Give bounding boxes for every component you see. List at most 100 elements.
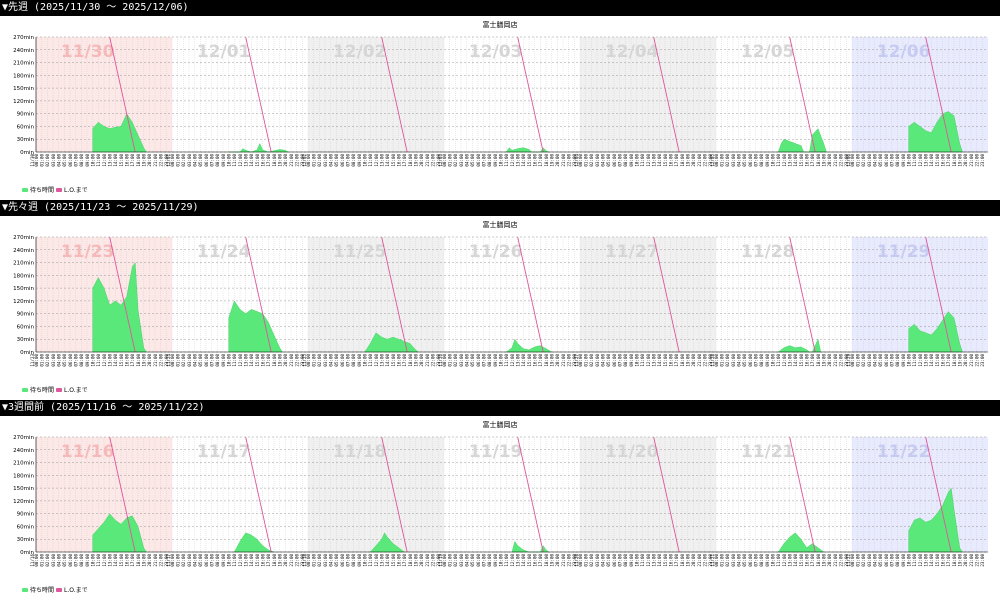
x-tick-label: 18:00 — [816, 554, 821, 567]
x-tick-label: 11:00 — [368, 554, 373, 567]
y-tick-label: 210min — [13, 61, 34, 67]
day-watermark-label: 12/06 — [877, 42, 931, 62]
x-tick-label: 02:00 — [861, 354, 866, 367]
x-tick-label: 20:00 — [827, 154, 832, 167]
x-tick-label: 20:00 — [963, 154, 968, 167]
x-tick-label: 16:00 — [124, 354, 129, 367]
x-tick-label: 23:00 — [844, 154, 849, 167]
x-tick-label: 02:00 — [181, 154, 186, 167]
y-tick-label: 30min — [17, 537, 35, 543]
x-tick-label: 00:00 — [714, 554, 719, 567]
x-tick-label: 08:00 — [623, 354, 628, 367]
y-tick-label: 270min — [13, 35, 34, 41]
x-tick-label: 21:00 — [425, 554, 430, 567]
day-axis-label: 11/16 — [30, 554, 35, 567]
x-tick-label: 18:00 — [680, 354, 685, 367]
x-tick-label: 14:00 — [521, 154, 526, 167]
chart-title: 富士膳岡店 — [483, 20, 518, 29]
lo-countdown-line — [653, 36, 680, 153]
x-tick-label: 13:00 — [787, 154, 792, 167]
x-tick-label: 22:00 — [294, 554, 299, 567]
x-tick-label: 05:00 — [334, 154, 339, 167]
x-tick-label: 19:00 — [957, 354, 962, 367]
x-tick-label: 05:00 — [334, 354, 339, 367]
x-tick-label: 15:00 — [391, 554, 396, 567]
x-tick-label: 17:00 — [402, 154, 407, 167]
x-tick-label: 21:00 — [289, 354, 294, 367]
day-axis-label: 11/22 — [846, 554, 851, 567]
day-axis-label: 11/20 — [574, 554, 579, 567]
x-tick-label: 12:00 — [238, 154, 243, 167]
x-tick-label: 06:00 — [340, 154, 345, 167]
day-watermark-label: 12/02 — [333, 42, 387, 62]
x-tick-label: 14:00 — [793, 154, 798, 167]
wait-time-area — [369, 532, 405, 553]
x-tick-label: 22:00 — [566, 154, 571, 167]
day-background — [308, 37, 444, 152]
x-tick-label: 05:00 — [606, 354, 611, 367]
x-tick-label: 00:00 — [714, 154, 719, 167]
x-tick-label: 13:00 — [787, 354, 792, 367]
x-tick-label: 14:00 — [113, 554, 118, 567]
section-two-weeks-ago: ▼先々週 (2025/11/23 ～ 2025/11/29) 富士膳岡店 0min… — [0, 200, 1000, 400]
x-tick-label: 08:00 — [759, 154, 764, 167]
x-tick-label: 09:00 — [85, 554, 90, 567]
x-tick-label: 01:00 — [719, 354, 724, 367]
legend-label-wait: 待ち時間 — [30, 586, 54, 594]
x-tick-label: 19:00 — [277, 354, 282, 367]
section-header: ▼3週間前 (2025/11/16 ～ 2025/11/22) — [0, 400, 1000, 416]
x-tick-label: 14:00 — [521, 554, 526, 567]
y-tick-label: 120min — [13, 99, 34, 105]
x-tick-label: 06:00 — [204, 354, 209, 367]
x-tick-label: 04:00 — [464, 154, 469, 167]
x-tick-label: 03:00 — [51, 554, 56, 567]
legend-label-lo: L.O.まで — [64, 387, 88, 394]
wait-time-area — [777, 338, 822, 353]
x-tick-label: 20:00 — [555, 554, 560, 567]
x-tick-label: 04:00 — [736, 154, 741, 167]
x-tick-label: 07:00 — [209, 554, 214, 567]
x-tick-label: 15:00 — [391, 354, 396, 367]
x-tick-label: 13:00 — [515, 554, 520, 567]
day-axis-label: 11/21 — [710, 554, 715, 567]
x-tick-label: 12:00 — [918, 154, 923, 167]
day-watermark-label: 11/17 — [197, 442, 251, 462]
x-tick-label: 09:00 — [765, 354, 770, 367]
x-tick-label: 12:00 — [782, 554, 787, 567]
x-tick-label: 02:00 — [45, 154, 50, 167]
x-tick-label: 21:00 — [833, 354, 838, 367]
x-tick-label: 16:00 — [396, 154, 401, 167]
x-tick-label: 17:00 — [946, 154, 951, 167]
x-tick-label: 11:00 — [776, 154, 781, 167]
x-tick-label: 20:00 — [963, 354, 968, 367]
y-tick-label: 90min — [17, 512, 35, 518]
x-tick-label: 07:00 — [73, 354, 78, 367]
x-tick-label: 20:00 — [827, 554, 832, 567]
x-tick-label: 01:00 — [447, 354, 452, 367]
x-tick-label: 12:00 — [510, 354, 515, 367]
x-tick-label: 08:00 — [895, 354, 900, 367]
x-tick-label: 05:00 — [470, 154, 475, 167]
x-tick-label: 23:00 — [164, 354, 169, 367]
x-tick-label: 00:00 — [442, 154, 447, 167]
x-tick-label: 08:00 — [895, 154, 900, 167]
x-tick-label: 23:00 — [708, 154, 713, 167]
x-tick-label: 14:00 — [385, 554, 390, 567]
x-tick-label: 17:00 — [130, 154, 135, 167]
lo-countdown-line — [925, 36, 952, 153]
x-tick-label: 19:00 — [413, 354, 418, 367]
x-tick-label: 19:00 — [277, 154, 282, 167]
x-tick-label: 05:00 — [742, 554, 747, 567]
x-tick-label: 11:00 — [640, 154, 645, 167]
x-tick-label: 11:00 — [912, 154, 917, 167]
x-tick-label: 17:00 — [538, 354, 543, 367]
day-watermark-label: 12/01 — [197, 42, 251, 62]
x-tick-label: 10:00 — [90, 554, 95, 567]
x-tick-label: 19:00 — [957, 154, 962, 167]
x-tick-label: 16:00 — [532, 354, 537, 367]
x-tick-label: 16:00 — [940, 554, 945, 567]
x-tick-label: 13:00 — [923, 354, 928, 367]
y-tick-label: 240min — [13, 248, 34, 254]
x-tick-label: 17:00 — [674, 354, 679, 367]
y-tick-label: 270min — [13, 435, 34, 441]
